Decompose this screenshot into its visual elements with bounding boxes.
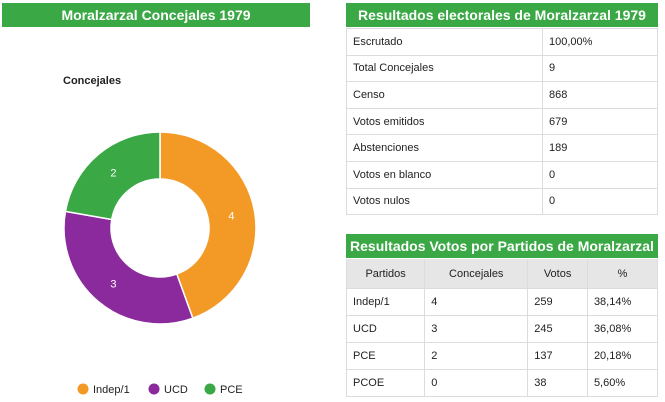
percent-cell: 20,18%	[587, 342, 658, 370]
votos-cell: 259	[527, 288, 588, 316]
resultados-row: Abstenciones 189	[346, 134, 658, 162]
chart-subtitle: Concejales	[63, 75, 121, 87]
slice-pce[interactable]	[64, 131, 161, 221]
resultados-value: 679	[542, 108, 658, 136]
resultados-value: 189	[542, 134, 658, 162]
partido-row: Indep/1 4 259 38,14%	[346, 288, 658, 316]
resultados-row: Total Concejales 9	[346, 55, 658, 83]
donut-chart: Concejales 4 3 2 Indep/1 UCD PCE	[63, 75, 257, 396]
legend-label[interactable]: PCE	[220, 384, 243, 396]
resultados-label: Votos emitidos	[346, 108, 543, 136]
percent-cell: 36,08%	[587, 315, 658, 343]
votos-cell: 137	[527, 342, 588, 370]
partido-cell: UCD	[346, 315, 426, 343]
resultados-table: Escrutado 100,00% Total Concejales 9 Censo 86…	[346, 28, 658, 216]
votos-cell: 38	[527, 369, 588, 397]
slice-indep1[interactable]	[159, 131, 257, 320]
legend-label[interactable]: Indep/1	[93, 384, 130, 396]
resultados-label: Abstenciones	[346, 134, 543, 162]
resultados-label: Censo	[346, 81, 543, 109]
legend-label[interactable]: UCD	[164, 384, 188, 396]
resultados-label: Votos nulos	[346, 188, 543, 216]
partido-row: PCE 2 137 20,18%	[346, 342, 658, 370]
resultados-value: 0	[542, 188, 658, 216]
legend-marker	[148, 383, 160, 395]
concejales-cell: 4	[424, 288, 529, 316]
resultados-row: Escrutado 100,00%	[346, 28, 658, 56]
concejales-cell: 2	[424, 342, 529, 370]
partido-cell: PCE	[346, 342, 426, 370]
slice-value-label: 2	[110, 167, 116, 179]
resultados-row: Votos emitidos 679	[346, 108, 658, 136]
header-votos: Votos	[527, 259, 588, 289]
slice-ucd[interactable]	[63, 210, 194, 325]
resultados-label: Votos en blanco	[346, 161, 543, 189]
concejales-cell: 0	[424, 369, 529, 397]
votos-cell: 245	[527, 315, 588, 343]
resultados-title: Resultados electorales de Moralzarzal 19…	[346, 3, 658, 27]
legend-marker	[204, 383, 216, 395]
slice-value-label: 3	[110, 279, 116, 291]
resultados-value: 868	[542, 81, 658, 109]
concejales-cell: 3	[424, 315, 529, 343]
slice-value-label: 4	[228, 210, 234, 222]
percent-cell: 38,14%	[587, 288, 658, 316]
resultados-label: Total Concejales	[346, 55, 543, 83]
header-partidos: Partidos	[346, 259, 426, 289]
resultados-label: Escrutado	[346, 28, 543, 56]
resultados-row: Votos en blanco 0	[346, 161, 658, 189]
partido-row: PCOE 0 38 5,60%	[346, 369, 658, 397]
partido-row: UCD 3 245 36,08%	[346, 315, 658, 343]
header-percent: %	[587, 259, 658, 289]
resultados-row: Censo 868	[346, 81, 658, 109]
resultados-value: 9	[542, 55, 658, 83]
partido-cell: Indep/1	[346, 288, 426, 316]
header-concejales: Concejales	[424, 259, 529, 289]
resultados-value: 100,00%	[542, 28, 658, 56]
partidos-title: Resultados Votos por Partidos de Moralza…	[346, 234, 658, 258]
legend-marker	[77, 383, 89, 395]
partidos-table: Partidos Concejales Votos % Indep/1 4 259 3…	[346, 259, 658, 397]
percent-cell: 5,60%	[587, 369, 658, 397]
partido-cell: PCOE	[346, 369, 426, 397]
resultados-row: Votos nulos 0	[346, 188, 658, 216]
chart-title: Moralzarzal Concejales 1979	[2, 3, 310, 27]
resultados-value: 0	[542, 161, 658, 189]
